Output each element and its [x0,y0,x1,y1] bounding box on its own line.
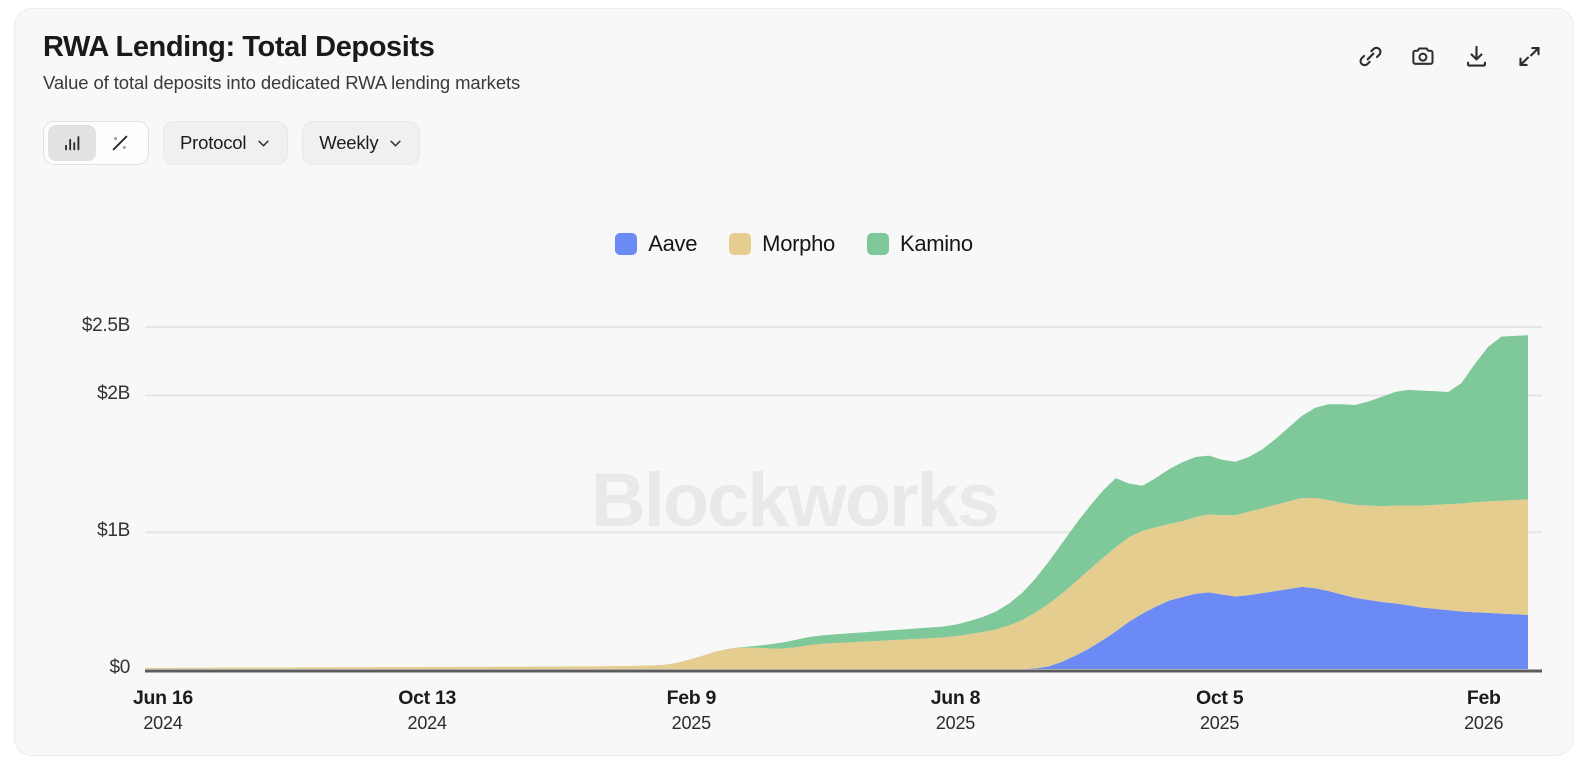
legend-item-kamino[interactable]: Kamino [866,231,973,257]
x-axis-tick-year: 2026 [1464,713,1504,733]
x-axis-tick-label: Oct 13 2024 [347,687,507,734]
legend-label-kamino: Kamino [899,231,973,256]
x-axis-tick-date: Oct 13 [398,687,457,709]
legend-item-aave[interactable]: Aave [615,231,697,257]
area-aave [145,586,1528,669]
area-morpho [145,498,1528,669]
protocol-dropdown-label: Protocol [180,132,247,153]
chart-toolbar: Protocol Weekly [43,121,421,165]
x-axis-tick-date: Feb 9 [666,687,717,709]
legend-label-aave: Aave [648,231,698,256]
x-axis-tick-label: Feb 9 2025 [611,687,771,734]
x-axis-tick-label: Feb 2026 [1404,687,1564,734]
y-axis-tick-label: $0 [109,657,130,678]
x-axis-tick-label: Oct 5 2025 [1140,687,1300,734]
legend-swatch-kamino [866,233,889,255]
x-axis-tick-year: 2025 [935,713,976,733]
chart-header: RWA Lending: Total Deposits Value of tot… [43,31,520,94]
area-kamino [145,335,1528,668]
x-axis-tick-year: 2024 [143,713,183,733]
legend-swatch-aave [615,233,638,255]
legend-label-morpho: Morpho [762,231,835,256]
y-axis-tick-label: $2B [97,383,130,405]
chart-card: RWA Lending: Total Deposits Value of tot… [14,8,1574,756]
legend-swatch-morpho [729,233,752,255]
download-icon[interactable] [1463,43,1490,70]
page-title: RWA Lending: Total Deposits [43,31,435,63]
x-axis-tick-year: 2025 [671,713,711,733]
stacked-area-chart [145,326,1542,673]
chart-plot-area: $0 $1B $2B $2.5B Jun 16 2024 Oct 13 2024 Feb 9 20… [15,9,1573,755]
chart-legend: Aave Morpho Kamino [15,231,1573,257]
percent-icon[interactable] [96,125,144,161]
expand-icon[interactable] [1516,43,1543,70]
x-axis-tick-year: 2025 [1199,713,1240,733]
bar-chart-icon[interactable] [48,125,96,161]
protocol-dropdown[interactable]: Protocol [163,121,289,165]
display-mode-segmented-control [43,121,149,165]
y-axis-tick-label: $1B [97,520,130,542]
x-axis-tick-label: Jun 8 2025 [875,687,1035,734]
chart-actions [1357,43,1543,70]
chevron-down-icon [258,140,269,146]
y-axis-tick-label: $2.5B [81,315,130,336]
share-link-icon[interactable] [1357,43,1384,70]
x-axis-tick-year: 2024 [407,713,447,733]
x-axis-tick-date: Oct 5 [1195,687,1244,709]
x-axis-tick-label: Jun 16 2024 [83,687,243,734]
x-axis-tick-date: Jun 16 [133,687,193,709]
legend-item-morpho[interactable]: Morpho [729,231,835,257]
interval-dropdown-label: Weekly [319,132,379,153]
page-subtitle: Value of total deposits into dedicated R… [43,72,521,94]
x-axis-tick-date: Feb [1466,687,1501,709]
chevron-down-icon [390,140,402,146]
x-axis-tick-date: Jun 8 [930,687,981,709]
camera-icon[interactable] [1410,43,1437,70]
interval-dropdown[interactable]: Weekly [302,121,421,165]
